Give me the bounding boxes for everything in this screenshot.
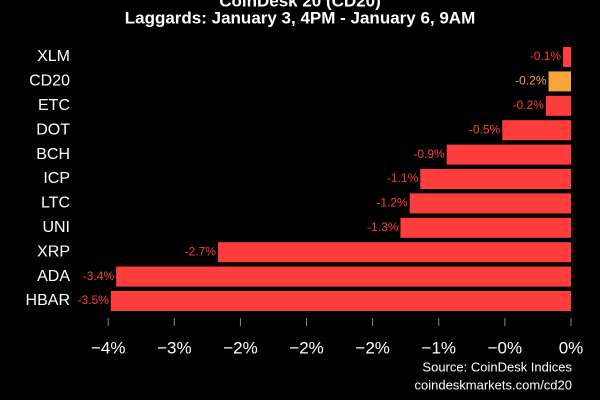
value-label: -3.4% [83, 269, 115, 283]
bar [400, 217, 571, 238]
value-label: -1.1% [387, 171, 419, 185]
value-label: -1.2% [376, 196, 408, 210]
y-tick-label: ADA [37, 268, 70, 285]
bar [548, 71, 571, 92]
value-label: -0.9% [413, 147, 445, 161]
source: Source: CoinDesk Indices [422, 359, 572, 374]
y-tick-label: XRP [37, 243, 70, 260]
source-url: coindeskmarkets.com/cd20 [414, 377, 572, 392]
x-tick-label: −3% [157, 338, 192, 357]
value-label: -0.1% [530, 49, 562, 63]
bar [563, 47, 571, 67]
chart-title: CoinDesk 20 (CD20) [219, 0, 381, 10]
y-tick-label: UNI [42, 219, 70, 236]
x-tick-label: −2% [289, 338, 324, 357]
bar [502, 120, 571, 141]
y-tick-label: ICP [43, 170, 70, 187]
bar [420, 169, 571, 189]
value-label: -0.2% [515, 74, 547, 88]
bar [409, 193, 571, 214]
value-label: -1.3% [367, 220, 399, 234]
bar [217, 242, 571, 263]
x-tick-label: −1% [422, 338, 457, 357]
y-tick-label: CD20 [29, 73, 70, 90]
x-tick-label: −4% [91, 338, 126, 357]
x-tick-label: −2% [223, 338, 258, 357]
x-tick-label: −0% [488, 338, 523, 357]
y-tick-label: ETC [38, 97, 70, 114]
bar [116, 266, 572, 287]
value-label: -0.5% [469, 122, 501, 136]
x-tick-label: 0% [559, 338, 584, 357]
chart-subtitle: Laggards: January 3, 4PM - January 6, 9A… [125, 8, 476, 27]
value-label: -3.5% [78, 293, 110, 307]
y-tick-label: LTC [41, 195, 70, 212]
bar [446, 144, 571, 165]
y-tick-label: HBAR [26, 292, 70, 309]
x-tick-label: −2% [355, 338, 390, 357]
value-label: -2.7% [185, 244, 217, 258]
y-tick-label: XLM [37, 48, 70, 65]
bar [545, 95, 571, 116]
y-tick-label: DOT [36, 121, 70, 138]
y-tick-label: BCH [36, 146, 70, 163]
bar [110, 291, 571, 311]
value-label: -0.2% [513, 98, 545, 112]
